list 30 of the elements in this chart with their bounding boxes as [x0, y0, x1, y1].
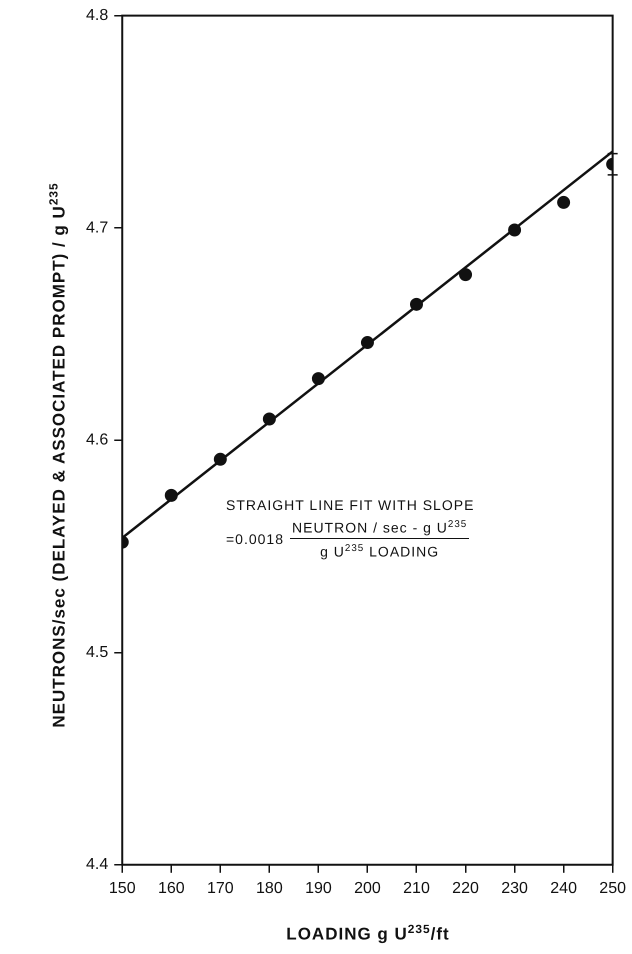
y-tick-label: 4.4	[86, 856, 108, 874]
x-tick-label: 180	[256, 880, 283, 897]
x-tick-label: 220	[452, 880, 479, 897]
x-tick-label: 240	[550, 880, 578, 897]
point	[459, 268, 472, 282]
x-tick-label: 150	[108, 880, 136, 897]
point	[360, 336, 374, 350]
x-tick-label: 190	[305, 880, 332, 897]
point	[508, 224, 522, 237]
y-tick-label: 4.7	[86, 219, 108, 236]
point	[312, 372, 325, 386]
point	[410, 298, 423, 311]
y-tick-label: 4.6	[86, 432, 108, 449]
point	[164, 488, 178, 502]
x-tick-label: 200	[354, 880, 381, 897]
point	[214, 452, 227, 466]
x-tick-label: 160	[158, 880, 185, 897]
annotation: STRAIGHT LINE FIT WITH SLOPE	[226, 497, 474, 513]
annotation: =0.0018	[226, 531, 284, 548]
y-tick-label: 4.5	[86, 644, 108, 661]
x-tick-label: 210	[403, 880, 430, 897]
x-tick-label: 250	[599, 880, 626, 897]
point	[557, 196, 570, 209]
annotation: g U$^{235}$ LOADING	[320, 542, 440, 560]
x-axis-title: LOADING g U$^{235}$/ft	[286, 922, 450, 945]
point	[262, 412, 276, 426]
y-tick-label: 4.8	[86, 7, 108, 24]
x-tick-label: 230	[501, 880, 528, 897]
annotation: NEUTRON / sec - g U$^{235}$	[290, 519, 470, 539]
x-tick-label: 170	[206, 880, 234, 897]
